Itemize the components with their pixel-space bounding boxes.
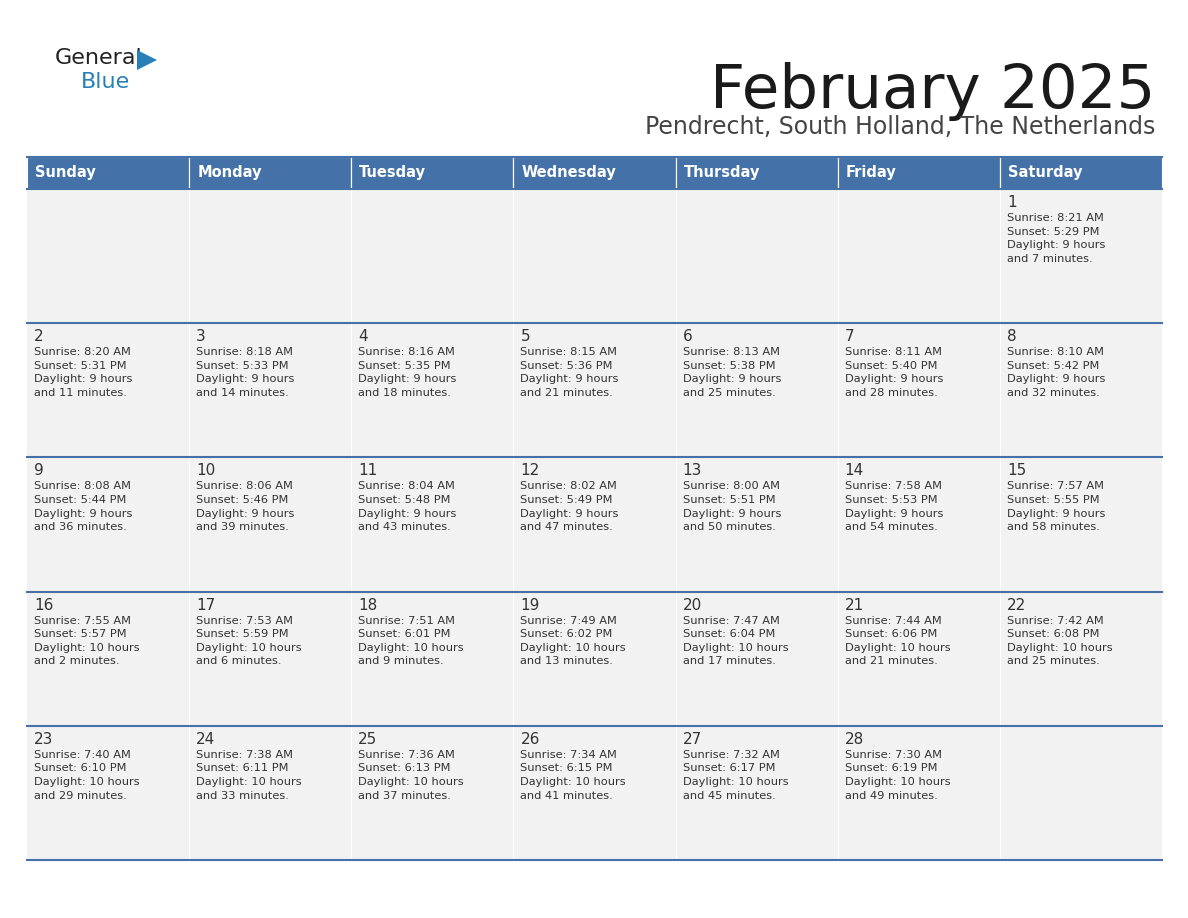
Text: Sunrise: 8:20 AM
Sunset: 5:31 PM
Daylight: 9 hours
and 11 minutes.: Sunrise: 8:20 AM Sunset: 5:31 PM Dayligh… bbox=[34, 347, 132, 398]
Text: Sunrise: 8:18 AM
Sunset: 5:33 PM
Daylight: 9 hours
and 14 minutes.: Sunrise: 8:18 AM Sunset: 5:33 PM Dayligh… bbox=[196, 347, 295, 398]
Text: Thursday: Thursday bbox=[683, 165, 760, 181]
Text: 28: 28 bbox=[845, 732, 864, 747]
Text: 19: 19 bbox=[520, 598, 539, 612]
Text: 13: 13 bbox=[683, 464, 702, 478]
Bar bbox=[676, 157, 838, 189]
Bar bbox=[27, 591, 1162, 726]
Bar bbox=[27, 189, 1162, 323]
Text: Sunrise: 7:57 AM
Sunset: 5:55 PM
Daylight: 9 hours
and 58 minutes.: Sunrise: 7:57 AM Sunset: 5:55 PM Dayligh… bbox=[1007, 481, 1105, 532]
Text: Sunrise: 8:21 AM
Sunset: 5:29 PM
Daylight: 9 hours
and 7 minutes.: Sunrise: 8:21 AM Sunset: 5:29 PM Dayligh… bbox=[1007, 213, 1105, 263]
Text: 23: 23 bbox=[34, 732, 53, 747]
Text: 15: 15 bbox=[1007, 464, 1026, 478]
Bar bbox=[838, 157, 1000, 189]
Text: Sunrise: 8:10 AM
Sunset: 5:42 PM
Daylight: 9 hours
and 32 minutes.: Sunrise: 8:10 AM Sunset: 5:42 PM Dayligh… bbox=[1007, 347, 1105, 398]
Bar bbox=[27, 157, 189, 189]
Text: Sunday: Sunday bbox=[34, 165, 96, 181]
Bar bbox=[1000, 157, 1162, 189]
Text: Sunrise: 7:42 AM
Sunset: 6:08 PM
Daylight: 10 hours
and 25 minutes.: Sunrise: 7:42 AM Sunset: 6:08 PM Dayligh… bbox=[1007, 616, 1112, 666]
Text: 21: 21 bbox=[845, 598, 864, 612]
Text: 25: 25 bbox=[359, 732, 378, 747]
Text: Monday: Monday bbox=[197, 165, 261, 181]
Bar bbox=[27, 457, 1162, 591]
Text: Sunrise: 7:51 AM
Sunset: 6:01 PM
Daylight: 10 hours
and 9 minutes.: Sunrise: 7:51 AM Sunset: 6:01 PM Dayligh… bbox=[359, 616, 463, 666]
Text: 10: 10 bbox=[196, 464, 215, 478]
Text: 27: 27 bbox=[683, 732, 702, 747]
Bar bbox=[27, 726, 1162, 860]
Text: Sunrise: 7:32 AM
Sunset: 6:17 PM
Daylight: 10 hours
and 45 minutes.: Sunrise: 7:32 AM Sunset: 6:17 PM Dayligh… bbox=[683, 750, 788, 800]
Bar bbox=[27, 323, 1162, 457]
Text: 16: 16 bbox=[34, 598, 53, 612]
Text: 11: 11 bbox=[359, 464, 378, 478]
Text: 26: 26 bbox=[520, 732, 539, 747]
Text: Sunrise: 8:13 AM
Sunset: 5:38 PM
Daylight: 9 hours
and 25 minutes.: Sunrise: 8:13 AM Sunset: 5:38 PM Dayligh… bbox=[683, 347, 781, 398]
Text: 14: 14 bbox=[845, 464, 864, 478]
Text: 6: 6 bbox=[683, 330, 693, 344]
Text: Sunrise: 8:08 AM
Sunset: 5:44 PM
Daylight: 9 hours
and 36 minutes.: Sunrise: 8:08 AM Sunset: 5:44 PM Dayligh… bbox=[34, 481, 132, 532]
Text: 12: 12 bbox=[520, 464, 539, 478]
Text: Sunrise: 7:49 AM
Sunset: 6:02 PM
Daylight: 10 hours
and 13 minutes.: Sunrise: 7:49 AM Sunset: 6:02 PM Dayligh… bbox=[520, 616, 626, 666]
Text: 3: 3 bbox=[196, 330, 206, 344]
Text: Sunrise: 8:11 AM
Sunset: 5:40 PM
Daylight: 9 hours
and 28 minutes.: Sunrise: 8:11 AM Sunset: 5:40 PM Dayligh… bbox=[845, 347, 943, 398]
Text: Sunrise: 7:34 AM
Sunset: 6:15 PM
Daylight: 10 hours
and 41 minutes.: Sunrise: 7:34 AM Sunset: 6:15 PM Dayligh… bbox=[520, 750, 626, 800]
Text: Sunrise: 8:16 AM
Sunset: 5:35 PM
Daylight: 9 hours
and 18 minutes.: Sunrise: 8:16 AM Sunset: 5:35 PM Dayligh… bbox=[359, 347, 456, 398]
Text: Sunrise: 7:53 AM
Sunset: 5:59 PM
Daylight: 10 hours
and 6 minutes.: Sunrise: 7:53 AM Sunset: 5:59 PM Dayligh… bbox=[196, 616, 302, 666]
Text: Sunrise: 7:38 AM
Sunset: 6:11 PM
Daylight: 10 hours
and 33 minutes.: Sunrise: 7:38 AM Sunset: 6:11 PM Dayligh… bbox=[196, 750, 302, 800]
Text: 5: 5 bbox=[520, 330, 530, 344]
Bar bbox=[513, 157, 676, 189]
Text: Sunrise: 8:00 AM
Sunset: 5:51 PM
Daylight: 9 hours
and 50 minutes.: Sunrise: 8:00 AM Sunset: 5:51 PM Dayligh… bbox=[683, 481, 781, 532]
Text: Sunrise: 7:40 AM
Sunset: 6:10 PM
Daylight: 10 hours
and 29 minutes.: Sunrise: 7:40 AM Sunset: 6:10 PM Dayligh… bbox=[34, 750, 140, 800]
Text: Sunrise: 7:36 AM
Sunset: 6:13 PM
Daylight: 10 hours
and 37 minutes.: Sunrise: 7:36 AM Sunset: 6:13 PM Dayligh… bbox=[359, 750, 463, 800]
Text: 18: 18 bbox=[359, 598, 378, 612]
Text: Saturday: Saturday bbox=[1007, 165, 1082, 181]
Bar bbox=[352, 157, 513, 189]
Text: Sunrise: 7:44 AM
Sunset: 6:06 PM
Daylight: 10 hours
and 21 minutes.: Sunrise: 7:44 AM Sunset: 6:06 PM Dayligh… bbox=[845, 616, 950, 666]
Text: Tuesday: Tuesday bbox=[359, 165, 426, 181]
Text: General: General bbox=[55, 48, 143, 68]
Text: Pendrecht, South Holland, The Netherlands: Pendrecht, South Holland, The Netherland… bbox=[645, 115, 1155, 139]
Text: Sunrise: 8:15 AM
Sunset: 5:36 PM
Daylight: 9 hours
and 21 minutes.: Sunrise: 8:15 AM Sunset: 5:36 PM Dayligh… bbox=[520, 347, 619, 398]
Text: Wednesday: Wednesday bbox=[522, 165, 617, 181]
Text: Sunrise: 7:58 AM
Sunset: 5:53 PM
Daylight: 9 hours
and 54 minutes.: Sunrise: 7:58 AM Sunset: 5:53 PM Dayligh… bbox=[845, 481, 943, 532]
Text: 8: 8 bbox=[1007, 330, 1017, 344]
Text: 17: 17 bbox=[196, 598, 215, 612]
Text: 22: 22 bbox=[1007, 598, 1026, 612]
Text: Sunrise: 8:04 AM
Sunset: 5:48 PM
Daylight: 9 hours
and 43 minutes.: Sunrise: 8:04 AM Sunset: 5:48 PM Dayligh… bbox=[359, 481, 456, 532]
Text: 9: 9 bbox=[34, 464, 44, 478]
Text: 20: 20 bbox=[683, 598, 702, 612]
Text: Sunrise: 8:06 AM
Sunset: 5:46 PM
Daylight: 9 hours
and 39 minutes.: Sunrise: 8:06 AM Sunset: 5:46 PM Dayligh… bbox=[196, 481, 295, 532]
Text: 4: 4 bbox=[359, 330, 368, 344]
Text: Blue: Blue bbox=[81, 72, 131, 92]
Text: Sunrise: 7:55 AM
Sunset: 5:57 PM
Daylight: 10 hours
and 2 minutes.: Sunrise: 7:55 AM Sunset: 5:57 PM Dayligh… bbox=[34, 616, 140, 666]
Text: 1: 1 bbox=[1007, 195, 1017, 210]
Text: February 2025: February 2025 bbox=[709, 62, 1155, 121]
Bar bbox=[189, 157, 352, 189]
Text: Friday: Friday bbox=[846, 165, 897, 181]
Text: 7: 7 bbox=[845, 330, 854, 344]
Polygon shape bbox=[137, 50, 157, 70]
Text: 24: 24 bbox=[196, 732, 215, 747]
Text: 2: 2 bbox=[34, 330, 44, 344]
Text: Sunrise: 7:47 AM
Sunset: 6:04 PM
Daylight: 10 hours
and 17 minutes.: Sunrise: 7:47 AM Sunset: 6:04 PM Dayligh… bbox=[683, 616, 788, 666]
Text: Sunrise: 8:02 AM
Sunset: 5:49 PM
Daylight: 9 hours
and 47 minutes.: Sunrise: 8:02 AM Sunset: 5:49 PM Dayligh… bbox=[520, 481, 619, 532]
Text: Sunrise: 7:30 AM
Sunset: 6:19 PM
Daylight: 10 hours
and 49 minutes.: Sunrise: 7:30 AM Sunset: 6:19 PM Dayligh… bbox=[845, 750, 950, 800]
